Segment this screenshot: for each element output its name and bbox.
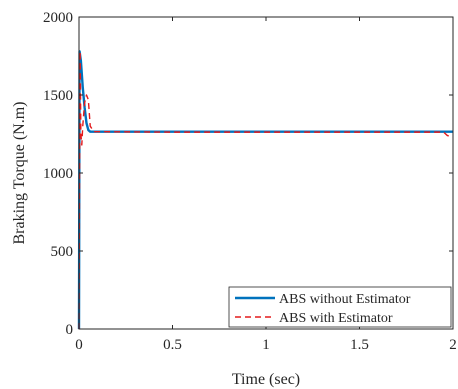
legend-label-1: ABS without Estimator <box>279 292 411 307</box>
plot-area <box>79 17 453 329</box>
x-tick-label: 0 <box>75 337 83 353</box>
y-tick-label: 1000 <box>43 166 73 182</box>
y-tick-label: 1500 <box>43 88 73 104</box>
x-tick-label: 1.5 <box>350 337 369 353</box>
legend-label-2: ABS with Estimator <box>279 311 393 326</box>
x-tick-label: 1 <box>262 337 270 353</box>
y-tick-label: 500 <box>51 244 74 260</box>
series-line-2 <box>78 50 454 330</box>
y-axis-label: Braking Torque (N.m) <box>11 102 28 245</box>
y-tick-label: 0 <box>66 322 74 338</box>
x-axis-label: Time (sec) <box>232 371 300 388</box>
legend-box <box>228 286 452 328</box>
x-tick-label: 2 <box>449 337 457 353</box>
x-tick-label: 0.5 <box>163 337 182 353</box>
y-tick-label: 2000 <box>43 10 73 26</box>
